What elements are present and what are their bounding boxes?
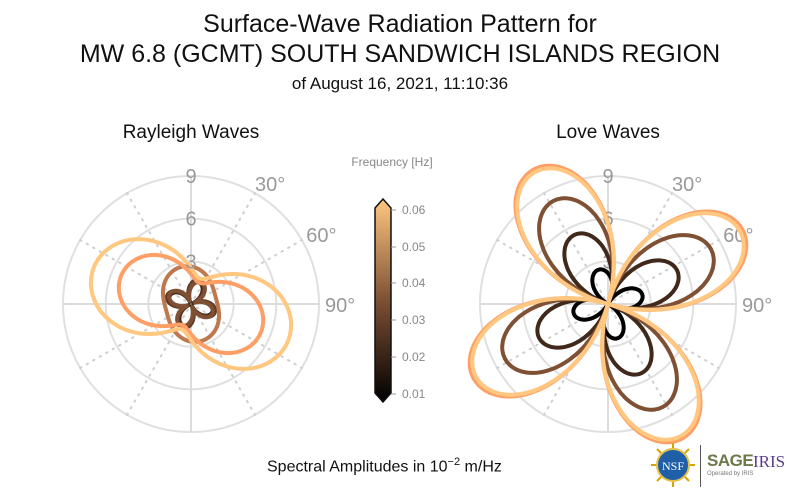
- iris-logo-text: IRIS: [753, 452, 786, 471]
- sage-logo-text: SAGE: [707, 451, 754, 470]
- logo-divider: [700, 445, 701, 487]
- svg-text:0.04: 0.04: [402, 276, 426, 290]
- units-prefix: Spectral Amplitudes in 10: [267, 458, 448, 476]
- units-exponent: −2: [447, 456, 461, 468]
- love-curves: [467, 163, 749, 445]
- love-angle-tick-30: 30°: [672, 174, 702, 196]
- svg-text:0.02: 0.02: [402, 350, 426, 364]
- colorbar-tick-0.06: 0.06: [391, 203, 426, 217]
- colorbar-tick-0.05: 0.05: [391, 240, 426, 254]
- love-title: Love Waves: [556, 122, 660, 143]
- curve-love-0.03hz: [500, 196, 716, 412]
- curve-love-0.02hz: [535, 231, 681, 377]
- colorbar-tick-0.01: 0.01: [391, 387, 426, 401]
- curve-rayleigh-0.06hz: [88, 237, 294, 371]
- love-angle-tick-90: 90°: [742, 295, 772, 317]
- amplitude-units-label: Spectral Amplitudes in 10−2 m/Hz: [267, 456, 502, 476]
- colorbar-ticks: 0.06 0.05 0.04 0.03 0.02 0.01: [391, 203, 426, 401]
- colorbar-bar: [374, 197, 392, 404]
- rayleigh-radial-tick-9: 9: [185, 166, 196, 188]
- svg-text:0.03: 0.03: [402, 313, 426, 327]
- colorbar-tick-0.03: 0.03: [391, 313, 426, 327]
- curve-love-0.06hz: [470, 166, 746, 442]
- rayleigh-angle-tick-30: 30°: [255, 174, 285, 196]
- svg-text:0.06: 0.06: [402, 203, 426, 217]
- colorbar-tick-0.04: 0.04: [391, 276, 426, 290]
- curve-rayleigh-0.05hz: [116, 252, 266, 356]
- units-suffix: m/Hz: [460, 458, 502, 476]
- curve-rayleigh-0.03hz: [167, 279, 215, 329]
- rayleigh-radial-tick-3: 3: [185, 251, 196, 273]
- nsf-text: NSF: [662, 459, 684, 473]
- logos: NSF SAGE IRIS Operated by IRIS: [645, 440, 795, 490]
- rayleigh-polar-axes: Rayleigh Waves 3 6 9 30° 60° 90°: [62, 122, 355, 433]
- chart-title-line1: Surface-Wave Radiation Pattern for: [203, 10, 597, 38]
- nsf-logo: NSF: [651, 443, 695, 487]
- rayleigh-angle-tick-90: 90°: [325, 295, 355, 317]
- operated-by-text: Operated by IRIS: [707, 471, 754, 477]
- frequency-colorbar: Frequency [Hz] 0.06 0.05 0.04 0.03 0.02 …: [351, 155, 433, 404]
- svg-text:0.05: 0.05: [402, 240, 426, 254]
- chart-title-event: MW 6.8 (GCMT) SOUTH SANDWICH ISLANDS REG…: [79, 40, 721, 68]
- colorbar-tick-0.02: 0.02: [391, 350, 426, 364]
- rayleigh-radial-tick-6: 6: [185, 209, 196, 231]
- grid-spoke-150: [126, 192, 256, 416]
- colorbar-title: Frequency [Hz]: [351, 155, 432, 169]
- rayleigh-title: Rayleigh Waves: [123, 122, 260, 143]
- rayleigh-tick-labels: 3 6 9 30° 60° 90°: [185, 166, 355, 317]
- svg-text:0.01: 0.01: [402, 387, 426, 401]
- rayleigh-grid: [62, 175, 320, 433]
- love-polar-axes: Love Waves 3 6 9 30° 60° 90°: [467, 122, 772, 445]
- chart-title-date: of August 16, 2021, 11:10:36: [291, 74, 509, 93]
- rayleigh-angle-tick-60: 60°: [306, 225, 336, 247]
- rayleigh-curves: [88, 237, 294, 371]
- love-radial-tick-9: 9: [602, 166, 613, 188]
